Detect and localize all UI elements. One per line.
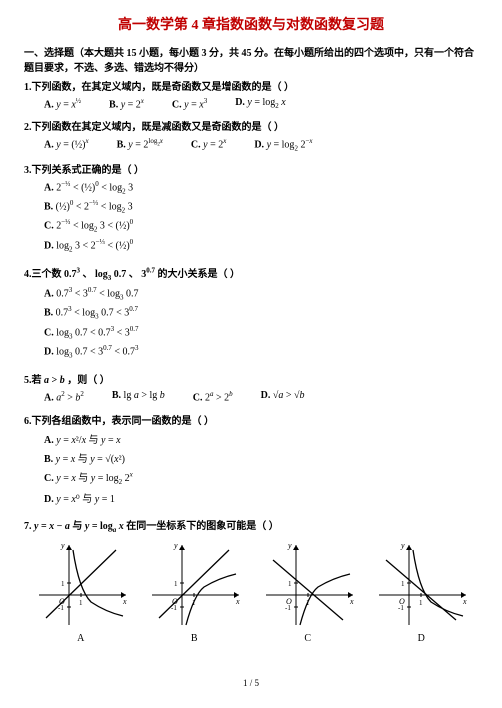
svg-text:x: x bbox=[349, 597, 354, 606]
q3-options: A. 2−⅓ < (½)0 < log2 3 B. (½)0 < 2−⅓ < l… bbox=[44, 180, 478, 257]
q5-options: A. a2 > b2 B. lg a > lg b C. 2a > 2b D. … bbox=[44, 390, 478, 403]
q2-opt-b: B. y = 2log2x bbox=[117, 137, 163, 152]
q6-opt-c: C. y = x 与 y = log2 2x bbox=[44, 469, 244, 486]
svg-text:1: 1 bbox=[419, 599, 423, 607]
svg-text:x: x bbox=[122, 597, 127, 606]
q7-text: 7. y = x − a 与 y = loga x 在同一坐标系下的图象可能是（… bbox=[24, 517, 478, 534]
q2-text: 2.下列函数在其定义域内，既是减函数又是奇函数的是（ ） bbox=[24, 118, 478, 133]
q5-opt-a: A. a2 > b2 bbox=[44, 390, 84, 403]
q4-opt-d: D. log3 0.7 < 30.7 < 0.73 bbox=[44, 344, 244, 359]
q3-opt-a: A. 2−⅓ < (½)0 < log2 3 bbox=[44, 180, 244, 195]
svg-text:y: y bbox=[287, 541, 292, 550]
graph-b-label: B bbox=[144, 633, 244, 644]
q3-opt-d: D. log2 3 < 2−⅓ < (½)0 bbox=[44, 238, 244, 253]
q4-text: 4.三个数 0.73 、 log3 0.7 、 30.7 的大小关系是（ ） bbox=[24, 265, 478, 282]
q1-opt-d: D. y = log2 x bbox=[235, 97, 286, 110]
graph-b: yx O1 1-1 B bbox=[144, 540, 244, 644]
graph-a-label: A bbox=[31, 633, 131, 644]
q2-opt-a: A. y = (½)x bbox=[44, 137, 89, 152]
q7-graphs: yx O1 1-1 A yx O1 1-1 B yx O1 1-1 bbox=[24, 540, 478, 644]
svg-text:1: 1 bbox=[288, 580, 292, 588]
q3-text: 3.下列关系式正确的是（ ） bbox=[24, 161, 478, 176]
q6-opt-d: D. y = x⁰ 与 y = 1 bbox=[44, 490, 244, 505]
q6-options: A. y = x²/x 与 y = x B. y = x 与 y = √(x²)… bbox=[44, 431, 478, 509]
svg-text:y: y bbox=[60, 541, 65, 550]
section-header: 一、选择题（本大题共 15 小题，每小题 3 分，共 45 分。在每小题所给出的… bbox=[24, 44, 478, 74]
graph-a: yx O1 1-1 A bbox=[31, 540, 131, 644]
q4-opt-c: C. log3 0.7 < 0.73 < 30.7 bbox=[44, 325, 244, 340]
q1-options: A. y = x½ B. y = 2x C. y = x3 D. y = log… bbox=[44, 97, 478, 110]
q1-opt-b: B. y = 2x bbox=[109, 97, 144, 110]
svg-text:1: 1 bbox=[401, 580, 405, 588]
svg-text:y: y bbox=[173, 541, 178, 550]
q4-options: A. 0.73 < 30.7 < log3 0.7 B. 0.73 < log3… bbox=[44, 286, 478, 363]
q1-text: 1.下列函数，在其定义域内，既是奇函数又是增函数的是（ ） bbox=[24, 78, 478, 93]
q4-opt-a: A. 0.73 < 30.7 < log3 0.7 bbox=[44, 286, 244, 301]
svg-text:x: x bbox=[462, 597, 467, 606]
graph-c-label: C bbox=[258, 633, 358, 644]
svg-text:-1: -1 bbox=[285, 604, 291, 612]
q2-opt-d: D. y = log2 2−x bbox=[254, 137, 312, 152]
q2-opt-c: C. y = 2x bbox=[191, 137, 226, 152]
q2-options: A. y = (½)x B. y = 2log2x C. y = 2x D. y… bbox=[44, 137, 478, 152]
graph-d: yx O1 1-1 D bbox=[371, 540, 471, 644]
q3-opt-c: C. 2−⅓ < log2 3 < (½)0 bbox=[44, 218, 244, 233]
graph-c: yx O1 1-1 C bbox=[258, 540, 358, 644]
page-title: 高一数学第 4 章指数函数与对数函数复习题 bbox=[24, 14, 478, 34]
q5-opt-c: C. 2a > 2b bbox=[193, 390, 233, 403]
svg-text:1: 1 bbox=[174, 580, 178, 588]
q3-opt-b: B. (½)0 < 2−⅓ < log2 3 bbox=[44, 199, 244, 214]
svg-text:y: y bbox=[400, 541, 405, 550]
page-number: 1 / 5 bbox=[0, 678, 502, 688]
q5-opt-d: D. √a > √b bbox=[261, 390, 305, 403]
svg-text:1: 1 bbox=[61, 580, 65, 588]
q5-text: 5.若 a > b ，则（ ） bbox=[24, 371, 478, 386]
graph-d-label: D bbox=[371, 633, 471, 644]
q6-text: 6.下列各组函数中，表示同一函数的是（ ） bbox=[24, 412, 478, 427]
svg-text:-1: -1 bbox=[398, 604, 404, 612]
svg-text:x: x bbox=[235, 597, 240, 606]
q5-opt-b: B. lg a > lg b bbox=[112, 390, 165, 403]
svg-text:1: 1 bbox=[79, 599, 83, 607]
q1-opt-a: A. y = x½ bbox=[44, 97, 81, 110]
q4-opt-b: B. 0.73 < log3 0.7 < 30.7 bbox=[44, 305, 244, 320]
q6-opt-b: B. y = x 与 y = √(x²) bbox=[44, 450, 244, 465]
q6-opt-a: A. y = x²/x 与 y = x bbox=[44, 431, 244, 446]
q1-opt-c: C. y = x3 bbox=[172, 97, 207, 110]
